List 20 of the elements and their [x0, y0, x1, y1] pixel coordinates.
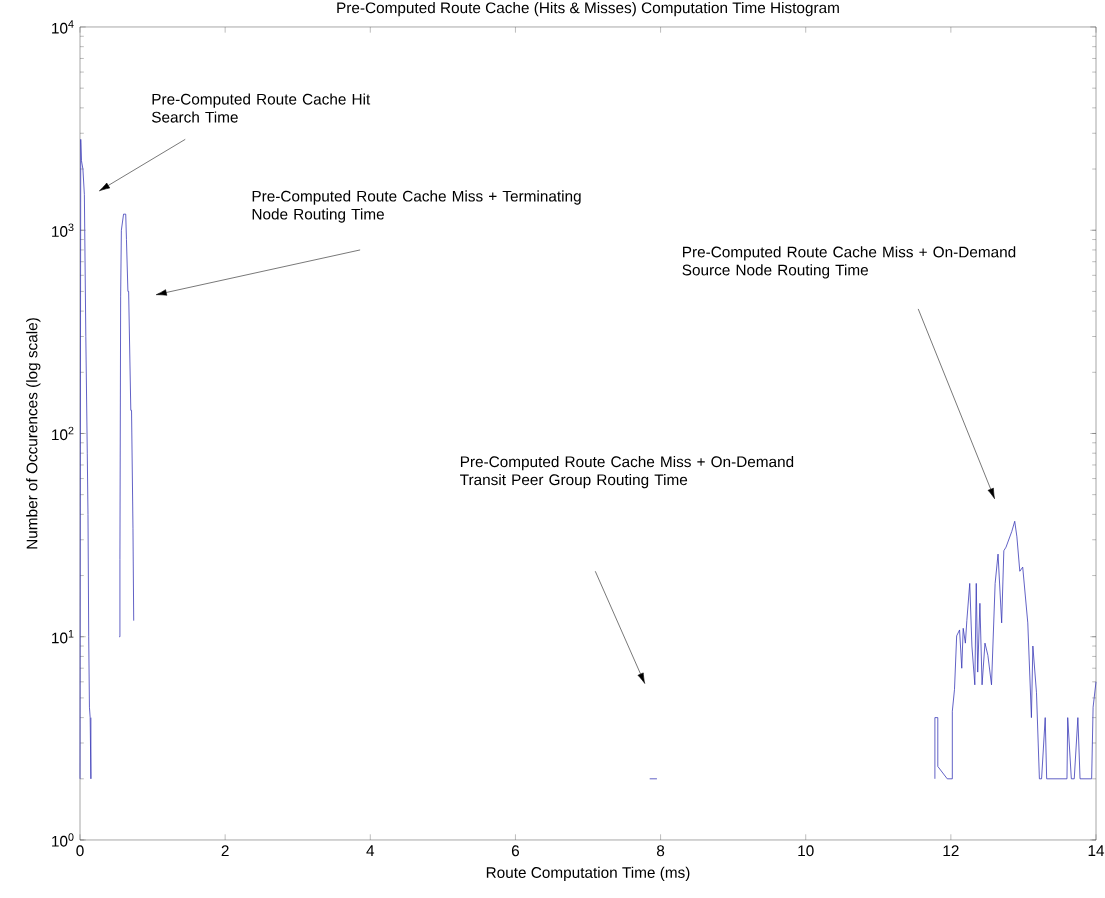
x-tick-label: 6	[511, 845, 520, 857]
x-tick-label: 12	[943, 845, 959, 857]
annotation: Pre-Computed Route Cache Hit Search Time	[151, 93, 371, 123]
chart-title: Pre-Computed Route Cache (Hits & Misses) Computation Time Histogram	[337, 1, 839, 17]
x-tick-label: 10	[798, 845, 814, 857]
y-tick-label: 10$^{4}$	[52, 20, 74, 34]
annotation: Pre-Computed Route Cache Miss + On-Demand Source Node Routing Time	[682, 246, 1016, 279]
y-axis-title: Number of Occurences (log scale)	[26, 318, 41, 549]
x-tick-label: 8	[656, 845, 665, 857]
x-tick-label: 14	[1088, 845, 1105, 856]
annotation: Pre-Computed Route Cache Miss + On-Demand Transit Peer Group Routing Time	[460, 455, 794, 489]
annotation: Pre-Computed Route Cache Miss + Terminating Node Routing Time	[252, 190, 581, 223]
x-tick-label: 2	[221, 845, 229, 857]
y-tick-label: 10$^{1}$	[52, 630, 74, 644]
x-tick-label: 4	[366, 845, 375, 856]
x-tick-label: 0	[76, 845, 84, 857]
y-tick-label: 10$^{3}$	[52, 223, 74, 237]
x-axis-title: Route Computation Time (ms)	[486, 866, 690, 881]
y-tick-label: 10$^{2}$	[52, 426, 74, 441]
y-tick-label: 10$^{0}$	[52, 833, 74, 847]
